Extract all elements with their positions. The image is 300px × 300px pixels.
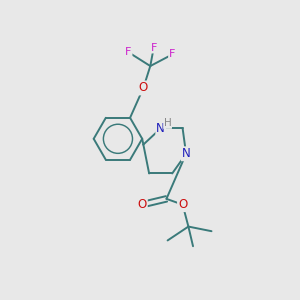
Text: H: H — [164, 118, 172, 128]
Text: N: N — [156, 122, 165, 135]
Text: O: O — [139, 82, 148, 94]
Text: N: N — [182, 147, 190, 160]
Text: O: O — [178, 198, 187, 211]
Text: F: F — [169, 50, 175, 59]
Text: F: F — [125, 47, 131, 57]
Text: F: F — [151, 43, 157, 52]
Text: O: O — [138, 198, 147, 211]
